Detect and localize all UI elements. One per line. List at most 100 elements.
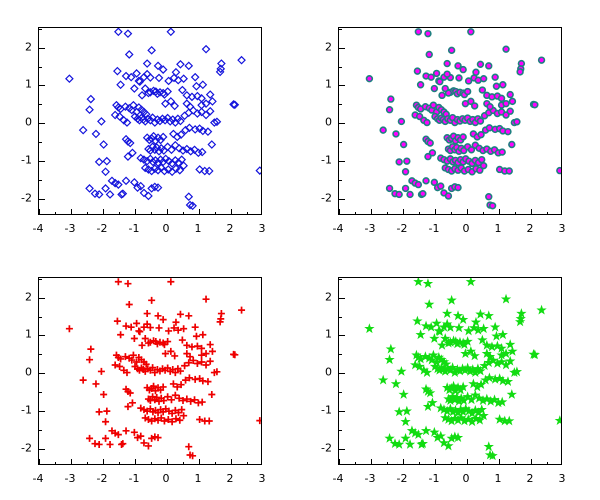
x-tick-label: -4 [332,472,344,485]
x-major-tick [371,209,372,214]
x-minor-tick [419,212,420,214]
x-minor-tick [151,212,152,214]
data-points-layer [365,28,561,210]
data-points-layer [65,28,261,211]
y-tick-label: -2 [321,191,332,205]
y-tick-label: 2 [325,40,332,54]
x-tick-label: 0 [462,472,470,485]
y-minor-tick [339,354,342,356]
x-tick-label: -3 [64,222,76,235]
x-major-tick [231,459,232,464]
x-tick-label: -1 [128,222,140,235]
y-minor-tick [39,278,42,280]
y-minor-tick [339,142,342,144]
x-major-tick [403,459,404,464]
x-minor-tick [55,212,56,214]
y-minor-tick [39,142,42,144]
x-tick-label: 1 [194,472,202,485]
x-tick-label: -2 [396,472,408,485]
x-major-tick [199,209,200,214]
x-minor-tick [119,462,120,464]
x-minor-tick [55,462,56,464]
y-minor-tick [339,104,342,106]
y-minor-tick [339,66,342,68]
x-minor-tick [483,212,484,214]
x-minor-tick [547,462,548,464]
x-minor-tick [247,212,248,214]
y-major-tick [339,373,345,375]
x-tick-label: -3 [364,222,376,235]
y-major-tick [339,297,345,299]
y-major-tick [39,335,45,337]
y-tick-label: 1 [25,77,32,91]
y-minor-tick [339,278,342,280]
x-minor-tick [215,212,216,214]
y-minor-tick [339,392,342,394]
x-minor-tick [483,462,484,464]
x-major-tick [135,459,136,464]
x-major-tick [339,459,340,464]
x-major-tick [435,459,436,464]
y-minor-tick [39,104,42,106]
y-minor-tick [39,430,42,432]
y-minor-tick [339,316,342,318]
axes-frame [338,277,562,465]
x-major-tick [103,459,104,464]
y-major-tick [339,335,345,337]
y-tick-label: -1 [321,403,332,417]
y-minor-tick [39,354,42,356]
x-minor-tick [87,212,88,214]
x-minor-tick [247,462,248,464]
x-major-tick [199,459,200,464]
y-tick-label: -2 [21,191,32,205]
x-major-tick [499,459,500,464]
y-major-tick [339,85,345,87]
x-tick-label: -2 [396,222,408,235]
x-minor-tick [183,462,184,464]
y-tick-label: 0 [325,115,332,129]
x-minor-tick [515,462,516,464]
x-tick-label: 3 [558,472,566,485]
x-major-tick [231,209,232,214]
y-major-tick [39,123,45,125]
y-major-tick [39,373,45,375]
x-major-tick [531,459,532,464]
x-tick-label: 3 [258,472,266,485]
x-tick-label: 3 [558,222,566,235]
x-minor-tick [119,212,120,214]
x-tick-label: 0 [162,222,170,235]
x-minor-tick [355,212,356,214]
x-minor-tick [451,212,452,214]
y-minor-tick [339,430,342,432]
y-major-tick [339,448,345,450]
y-major-tick [39,411,45,413]
data-points-layer [364,278,561,461]
x-major-tick [167,459,168,464]
x-tick-label: -1 [428,472,440,485]
x-minor-tick [419,462,420,464]
y-tick-label: -1 [321,153,332,167]
x-tick-label: -2 [96,472,108,485]
x-minor-tick [355,462,356,464]
axes-frame [38,277,262,465]
y-minor-tick [39,66,42,68]
x-major-tick [467,209,468,214]
x-major-tick [71,459,72,464]
x-minor-tick [387,462,388,464]
x-minor-tick [183,212,184,214]
data-points-layer [65,278,261,460]
x-major-tick [435,209,436,214]
x-minor-tick [451,462,452,464]
x-tick-label: 0 [162,472,170,485]
x-major-tick [39,209,40,214]
y-minor-tick [39,180,42,182]
x-tick-label: 2 [226,472,234,485]
x-major-tick [167,209,168,214]
y-major-tick [339,47,345,49]
y-minor-tick [39,28,42,30]
y-major-tick [339,123,345,125]
